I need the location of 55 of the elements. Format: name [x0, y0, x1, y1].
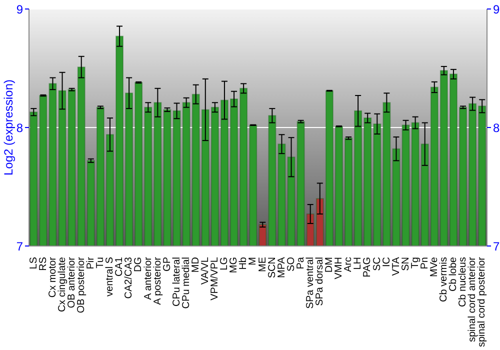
x-tick-label: OB posterior [76, 256, 87, 314]
x-tick-label: LS [28, 256, 40, 270]
x-tick-label: SC [372, 257, 383, 271]
x-tick-label: ventral S [104, 256, 116, 296]
x-tick-label: RS [38, 256, 49, 271]
x-tick-label: CPu lateral [171, 257, 182, 306]
x-tick-label: Pir [86, 256, 97, 270]
x-tick-label: VTA [390, 256, 402, 276]
x-tick-label: VA/VL [200, 256, 212, 285]
x-tick-label: MG [228, 256, 240, 274]
x-tick-label: Cb nucleus [458, 257, 469, 308]
x-tick-label: CA2/CA3 [124, 256, 135, 299]
x-tick-label: MD [190, 257, 202, 273]
x-tick-label: Cb vermis [438, 257, 450, 302]
x-tick-label: Cb lobe [448, 256, 460, 292]
x-tick-label: MVe [429, 256, 440, 278]
y-tick-label: 8 [16, 120, 24, 135]
x-tick-label: Arc [343, 257, 354, 272]
x-tick-label: DM [324, 257, 336, 273]
y2-tick-label: 9 [493, 2, 500, 16]
x-tick-label: SCN [266, 257, 278, 278]
x-tick-label: Tu [95, 257, 106, 268]
x-tick-label: CPu medial [180, 257, 192, 309]
x-tick-label: Hb [238, 256, 250, 270]
x-tick-label: SPa dorsal [314, 257, 326, 306]
x-tick-label: A posterior [152, 256, 164, 305]
x-tick-label: SN [400, 257, 412, 271]
x-tick-label: Pa [295, 256, 306, 270]
x-tick-label: ME [257, 256, 268, 272]
y-tick-label: 7 [16, 239, 24, 254]
x-tick-label: A anterior [142, 256, 154, 300]
x-tick-label: Tg [410, 257, 421, 269]
x-tick-label: spinal cord anterior [467, 256, 478, 342]
x-tick-label: LH [352, 257, 364, 270]
x-tick-label: GP [162, 256, 173, 272]
x-tick-label: VMH [334, 257, 345, 280]
x-tick-label: DG [133, 256, 144, 272]
x-tick-label: Cx motor [47, 256, 58, 298]
y-axis-title: Log2 (expression) [1, 79, 16, 176]
y2-tick-label: 7 [493, 239, 500, 254]
y-tick-label: 9 [16, 2, 24, 16]
x-tick-label: LG [219, 256, 230, 270]
x-tick-label: OB anterior [66, 256, 78, 308]
x-tick-label: PAG [362, 256, 374, 278]
x-tick-label: spinal cord posterior [476, 256, 488, 348]
x-tick-label: VPM/VPL [210, 256, 221, 300]
x-tick-label: CA1 [114, 256, 126, 276]
x-tick-label: M [248, 257, 259, 266]
x-tick-label: MPA [276, 256, 288, 278]
x-tick-label: IC [381, 257, 392, 267]
x-tick-label: Pn [419, 257, 430, 270]
x-tick-label: SO [286, 256, 297, 272]
x-tick-label: Cx cingulate [56, 256, 68, 312]
x-tick-label: SPa ventral [304, 257, 316, 309]
y2-tick-label: 8 [493, 120, 500, 135]
